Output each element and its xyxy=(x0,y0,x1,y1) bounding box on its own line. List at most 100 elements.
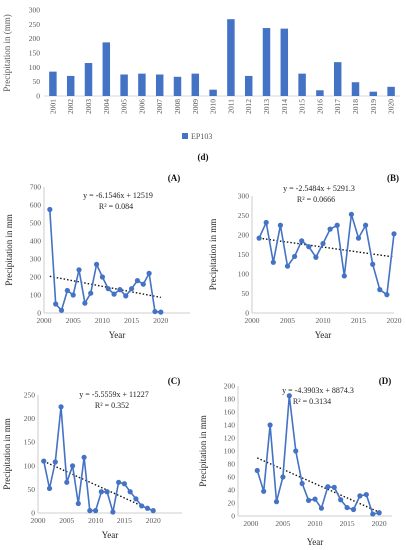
ytick-label: 80 xyxy=(228,460,236,469)
bar-ytick-label: 100 xyxy=(29,63,41,72)
data-point xyxy=(363,491,369,498)
bar xyxy=(102,42,111,96)
ytick-label: 200 xyxy=(30,273,42,282)
trend-equation: y = -5.5559x + 11227 xyxy=(79,390,148,399)
ytick-label: 150 xyxy=(24,438,36,447)
xtick-label: 2000 xyxy=(37,316,52,325)
bar xyxy=(298,73,306,96)
data-point xyxy=(70,292,76,298)
data-point xyxy=(58,307,65,313)
bar xyxy=(66,75,75,96)
bar-xtick-label: 2014 xyxy=(280,99,289,114)
data-point xyxy=(334,222,340,228)
y-axis-label: Precipitation in mm xyxy=(208,219,218,291)
data-point xyxy=(267,422,273,428)
data-point xyxy=(370,511,376,517)
bar xyxy=(84,63,93,96)
data-point xyxy=(46,485,53,492)
bar xyxy=(209,89,217,96)
data-point xyxy=(363,222,369,228)
bar xyxy=(191,73,200,96)
panel-label: (B) xyxy=(387,173,399,183)
bar-xtick-label: 2007 xyxy=(155,99,164,114)
trendline xyxy=(259,237,395,258)
bar-xtick-label: 2013 xyxy=(262,99,271,114)
bar xyxy=(333,62,342,96)
trend-equation: y = -2.5484x + 5291.3 xyxy=(283,184,355,193)
bar-xtick-label: 2009 xyxy=(191,99,200,114)
xtick-label: 2000 xyxy=(245,316,260,325)
ytick-label: 300 xyxy=(238,192,250,201)
legend-entry: EP103 xyxy=(191,132,212,141)
ytick-label: 100 xyxy=(224,447,236,456)
data-point xyxy=(273,499,280,505)
data-point xyxy=(348,211,354,217)
data-point xyxy=(99,274,105,280)
data-point xyxy=(286,393,292,399)
bar xyxy=(244,75,253,96)
ytick-label: 40 xyxy=(228,486,236,495)
data-point xyxy=(277,222,283,228)
trend-r-squared: R² = 0.0666 xyxy=(297,195,335,204)
bar xyxy=(49,71,57,96)
data-point xyxy=(357,493,363,499)
xtick-label: 2005 xyxy=(66,316,81,325)
xtick-label: 2010 xyxy=(308,519,323,528)
legend-swatch xyxy=(182,133,188,139)
ytick-label: 60 xyxy=(228,473,236,482)
xtick-label: 2000 xyxy=(243,519,258,528)
xtick-label: 2010 xyxy=(316,316,331,325)
trend-equation: y = -6.1546x + 12519 xyxy=(83,191,153,200)
trendline xyxy=(256,457,380,513)
xtick-label: 2020 xyxy=(372,519,387,528)
ytick-label: 150 xyxy=(238,250,250,259)
data-point xyxy=(64,287,70,294)
trendline xyxy=(43,460,154,512)
bar-xtick-label: 2020 xyxy=(387,99,396,114)
data-point xyxy=(263,219,269,226)
ytick-label: 600 xyxy=(30,201,42,210)
ytick-label: 700 xyxy=(30,183,42,192)
xtick-label: 2010 xyxy=(95,316,110,325)
bar-xtick-label: 2005 xyxy=(120,99,129,114)
xtick-label: 2020 xyxy=(387,316,402,325)
ytick-label: 50 xyxy=(28,485,36,494)
ytick-label: 20 xyxy=(228,499,236,508)
data-point xyxy=(146,270,152,276)
data-point xyxy=(150,508,156,514)
data-point xyxy=(158,309,164,315)
ytick-label: 100 xyxy=(24,461,36,470)
bar-xtick-label: 2002 xyxy=(66,99,75,114)
data-point xyxy=(87,508,93,514)
data-point xyxy=(318,505,325,511)
data-point xyxy=(64,479,70,485)
xtick-label: 2015 xyxy=(351,316,366,325)
ytick-label: 0 xyxy=(37,309,41,318)
data-point xyxy=(313,254,319,260)
data-point xyxy=(144,505,151,511)
xtick-label: 2000 xyxy=(31,516,46,525)
ytick-label: 120 xyxy=(224,434,236,443)
ytick-label: 0 xyxy=(231,512,235,521)
data-point xyxy=(127,489,133,495)
bar-xtick-label: 2003 xyxy=(84,99,93,114)
data-point xyxy=(88,290,94,296)
bar-xtick-label: 2011 xyxy=(226,99,235,114)
data-point xyxy=(344,504,350,511)
data-point xyxy=(299,480,305,487)
bar xyxy=(173,76,182,96)
ytick-label: 400 xyxy=(30,237,42,246)
ytick-label: 0 xyxy=(31,509,35,518)
ytick-label: 500 xyxy=(30,219,42,228)
data-point xyxy=(152,308,158,315)
bar-xtick-label: 2001 xyxy=(48,99,57,114)
data-point xyxy=(93,261,100,267)
series-line xyxy=(258,214,395,297)
bar xyxy=(369,91,378,96)
bar-ytick-label: 250 xyxy=(29,20,41,29)
data-point xyxy=(370,261,376,267)
data-point xyxy=(117,287,123,293)
data-point xyxy=(75,500,81,507)
trend-r-squared: R² = 0.3134 xyxy=(293,397,331,406)
panel-label: (D) xyxy=(379,376,392,386)
